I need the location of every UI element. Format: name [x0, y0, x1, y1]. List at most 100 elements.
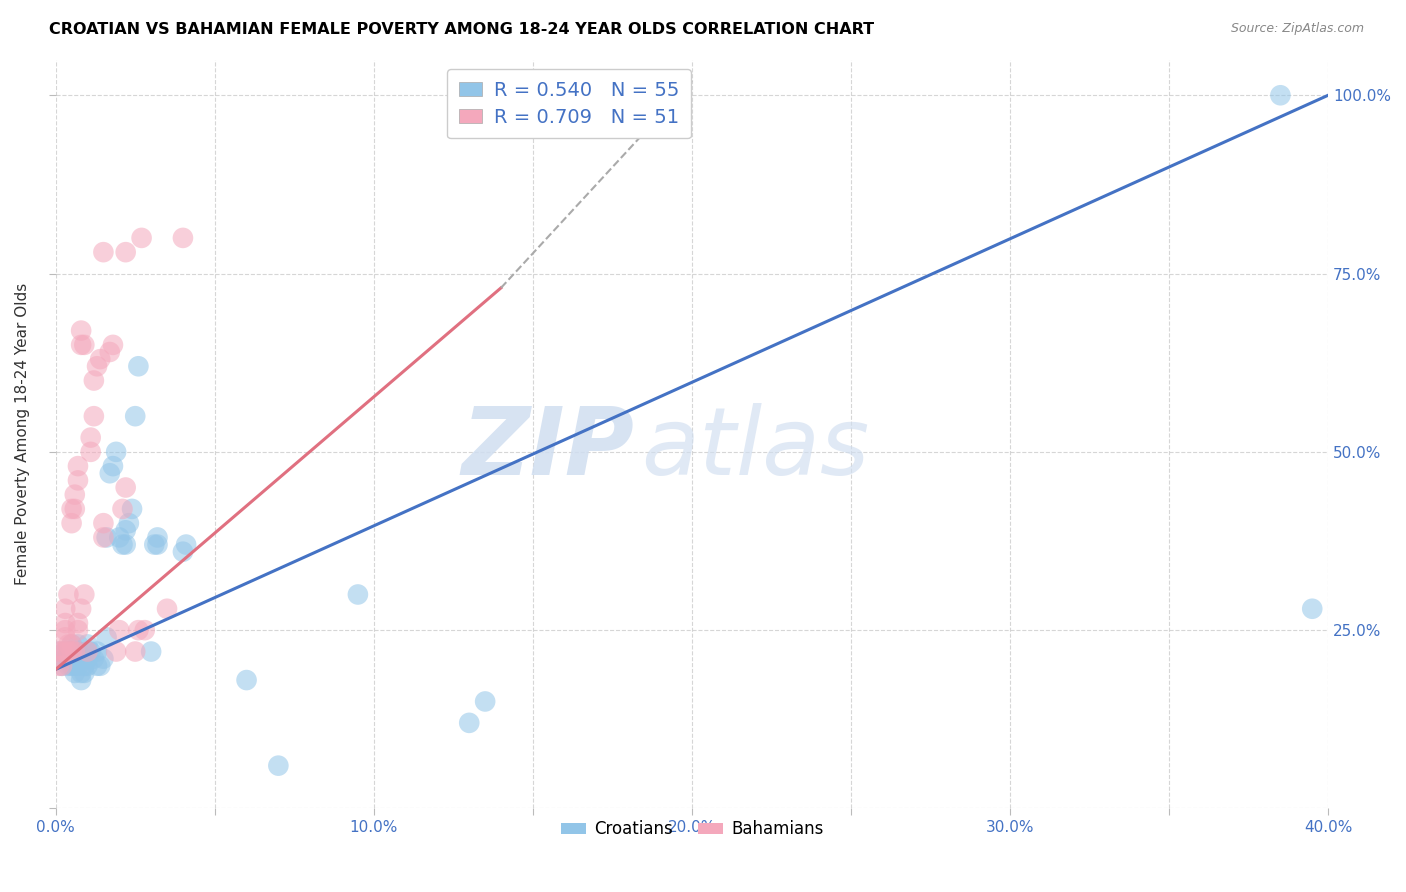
- Point: [70, 673, 93, 687]
- Point: [83, 651, 105, 665]
- Point: [70, 324, 93, 338]
- Point: [58, 658, 80, 673]
- Point: [267, 758, 290, 772]
- Point: [93, 245, 115, 260]
- Point: [70, 665, 93, 680]
- Point: [48, 658, 70, 673]
- Point: [66, 474, 89, 488]
- Point: [105, 644, 128, 658]
- Point: [70, 338, 93, 352]
- Point: [73, 665, 96, 680]
- Point: [86, 644, 108, 658]
- Point: [235, 673, 257, 687]
- Text: atlas: atlas: [641, 403, 869, 494]
- Point: [60, 651, 83, 665]
- Point: [124, 409, 146, 424]
- Point: [98, 345, 121, 359]
- Point: [73, 658, 96, 673]
- Point: [114, 524, 136, 538]
- Point: [76, 644, 98, 658]
- Point: [53, 615, 76, 630]
- Point: [127, 359, 149, 374]
- Point: [347, 587, 370, 601]
- Point: [53, 630, 76, 644]
- Point: [127, 623, 149, 637]
- Point: [58, 637, 80, 651]
- Text: Source: ZipAtlas.com: Source: ZipAtlas.com: [1230, 22, 1364, 36]
- Point: [53, 623, 76, 637]
- Point: [66, 637, 89, 651]
- Point: [66, 615, 89, 630]
- Point: [53, 601, 76, 615]
- Point: [63, 488, 86, 502]
- Text: ZIP: ZIP: [461, 403, 634, 495]
- Point: [1301, 601, 1323, 615]
- Point: [58, 644, 80, 658]
- Point: [60, 637, 83, 651]
- Legend: Croatians, Bahamians: Croatians, Bahamians: [554, 814, 830, 845]
- Point: [66, 658, 89, 673]
- Point: [86, 359, 108, 374]
- Point: [58, 587, 80, 601]
- Point: [156, 601, 179, 615]
- Point: [86, 658, 108, 673]
- Point: [60, 516, 83, 531]
- Point: [60, 502, 83, 516]
- Point: [76, 637, 98, 651]
- Point: [48, 644, 70, 658]
- Point: [474, 694, 496, 708]
- Point: [124, 644, 146, 658]
- Point: [63, 665, 86, 680]
- Point: [63, 502, 86, 516]
- Point: [89, 658, 111, 673]
- Point: [172, 544, 194, 558]
- Point: [66, 623, 89, 637]
- Point: [79, 644, 101, 658]
- Point: [76, 658, 98, 673]
- Point: [51, 658, 73, 673]
- Point: [143, 537, 166, 551]
- Point: [79, 445, 101, 459]
- Point: [70, 601, 93, 615]
- Point: [60, 644, 83, 658]
- Point: [111, 502, 134, 516]
- Point: [53, 644, 76, 658]
- Point: [93, 516, 115, 531]
- Point: [101, 338, 124, 352]
- Point: [105, 445, 128, 459]
- Point: [53, 651, 76, 665]
- Point: [1270, 88, 1292, 103]
- Point: [63, 658, 86, 673]
- Point: [114, 481, 136, 495]
- Point: [108, 531, 131, 545]
- Point: [63, 651, 86, 665]
- Point: [96, 630, 118, 644]
- Point: [60, 637, 83, 651]
- Point: [51, 644, 73, 658]
- Point: [66, 459, 89, 474]
- Point: [58, 644, 80, 658]
- Point: [96, 531, 118, 545]
- Point: [118, 516, 141, 531]
- Point: [458, 715, 481, 730]
- Point: [48, 644, 70, 658]
- Point: [134, 623, 156, 637]
- Point: [66, 644, 89, 658]
- Y-axis label: Female Poverty Among 18-24 Year Olds: Female Poverty Among 18-24 Year Olds: [15, 283, 30, 585]
- Point: [83, 374, 105, 388]
- Point: [51, 658, 73, 673]
- Point: [121, 502, 143, 516]
- Point: [114, 245, 136, 260]
- Point: [93, 531, 115, 545]
- Text: CROATIAN VS BAHAMIAN FEMALE POVERTY AMONG 18-24 YEAR OLDS CORRELATION CHART: CROATIAN VS BAHAMIAN FEMALE POVERTY AMON…: [49, 22, 875, 37]
- Point: [83, 409, 105, 424]
- Point: [76, 644, 98, 658]
- Point: [73, 338, 96, 352]
- Point: [111, 537, 134, 551]
- Point: [93, 651, 115, 665]
- Point: [114, 537, 136, 551]
- Point: [89, 352, 111, 367]
- Point: [172, 231, 194, 245]
- Point: [79, 431, 101, 445]
- Point: [146, 531, 169, 545]
